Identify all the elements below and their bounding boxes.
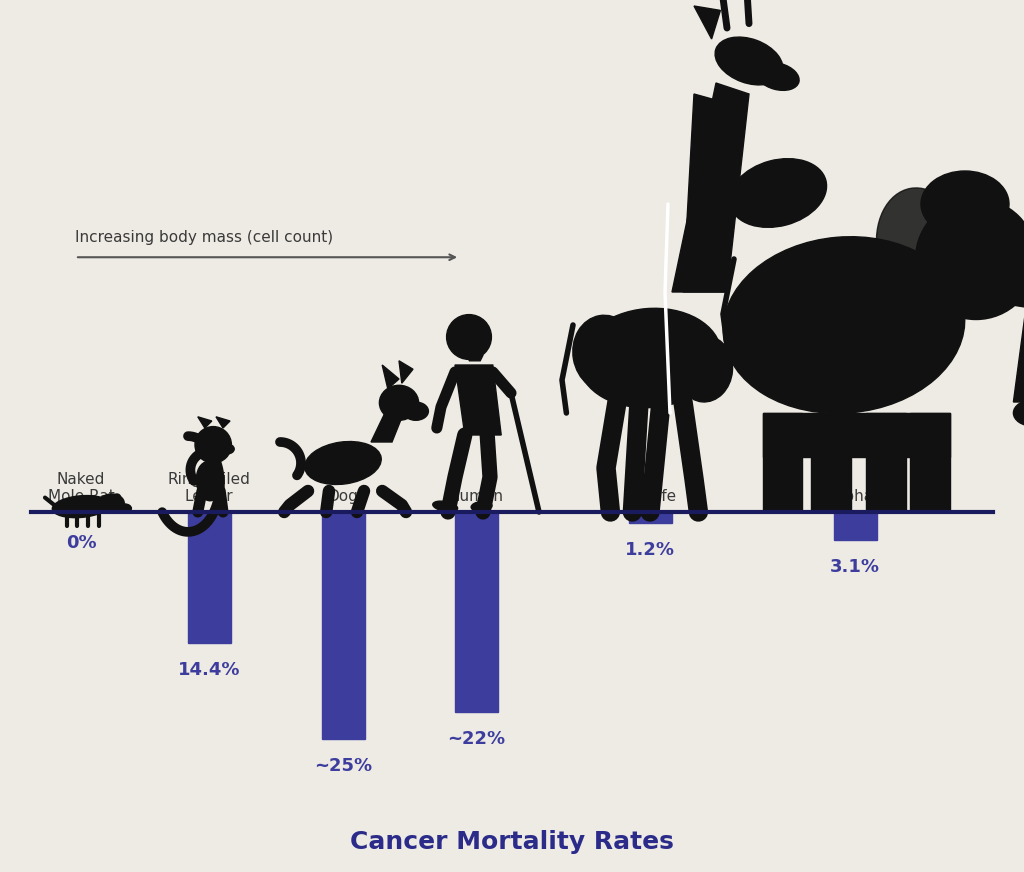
- Polygon shape: [694, 6, 721, 39]
- Ellipse shape: [117, 504, 131, 513]
- Text: 0%: 0%: [66, 534, 96, 552]
- Polygon shape: [1014, 292, 1024, 318]
- Ellipse shape: [220, 444, 234, 454]
- Text: ~22%: ~22%: [446, 730, 505, 747]
- Polygon shape: [1014, 303, 1024, 402]
- Text: Human: Human: [449, 489, 504, 504]
- Ellipse shape: [723, 236, 965, 413]
- Circle shape: [114, 494, 121, 501]
- Ellipse shape: [305, 441, 381, 485]
- Circle shape: [446, 315, 492, 359]
- Ellipse shape: [197, 461, 221, 501]
- Circle shape: [195, 426, 231, 463]
- Text: Cancer Mortality Rates: Cancer Mortality Rates: [350, 830, 674, 854]
- Bar: [763, 413, 802, 512]
- Text: ~25%: ~25%: [314, 757, 372, 774]
- Ellipse shape: [471, 501, 493, 511]
- Ellipse shape: [729, 159, 826, 228]
- Bar: [866, 413, 905, 512]
- Bar: [834, 512, 877, 540]
- Ellipse shape: [921, 171, 1009, 237]
- Bar: [811, 413, 851, 512]
- Ellipse shape: [678, 336, 732, 402]
- Bar: [629, 512, 672, 523]
- Polygon shape: [683, 94, 733, 292]
- Text: Giraffe: Giraffe: [624, 489, 676, 504]
- Ellipse shape: [877, 188, 966, 308]
- Polygon shape: [371, 407, 406, 442]
- Text: Elephant: Elephant: [821, 489, 889, 504]
- Bar: [322, 512, 365, 739]
- Ellipse shape: [433, 501, 458, 512]
- Polygon shape: [763, 413, 949, 457]
- Ellipse shape: [715, 37, 783, 85]
- Polygon shape: [382, 365, 399, 389]
- Ellipse shape: [52, 495, 110, 518]
- Ellipse shape: [756, 63, 799, 91]
- Polygon shape: [198, 417, 212, 428]
- Text: Ring-tailed
Lemur: Ring-tailed Lemur: [168, 472, 251, 504]
- Polygon shape: [672, 83, 749, 292]
- Text: Dog: Dog: [328, 489, 358, 504]
- Text: 14.4%: 14.4%: [178, 661, 241, 678]
- Ellipse shape: [579, 309, 721, 408]
- Bar: [455, 512, 498, 712]
- Polygon shape: [399, 361, 413, 383]
- Bar: [188, 512, 231, 643]
- Polygon shape: [469, 355, 483, 361]
- Bar: [910, 413, 949, 512]
- Text: 1.2%: 1.2%: [625, 541, 675, 559]
- Text: 3.1%: 3.1%: [830, 558, 880, 576]
- Ellipse shape: [1014, 399, 1024, 426]
- Polygon shape: [455, 365, 501, 435]
- Ellipse shape: [572, 316, 639, 392]
- Text: Increasing body mass (cell count): Increasing body mass (cell count): [75, 230, 333, 245]
- Ellipse shape: [915, 199, 1024, 319]
- Ellipse shape: [403, 402, 428, 420]
- Polygon shape: [216, 417, 230, 428]
- Text: Naked
Mole Rat: Naked Mole Rat: [48, 472, 115, 504]
- Ellipse shape: [380, 385, 419, 420]
- Ellipse shape: [99, 494, 124, 512]
